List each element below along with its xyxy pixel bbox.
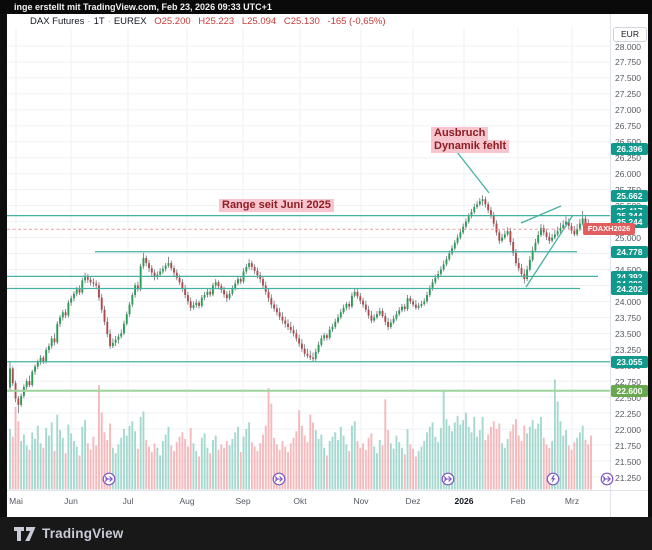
price-tick-label: 22.500 xyxy=(615,392,641,403)
legend-separator: · xyxy=(107,16,111,27)
time-tick-label: Feb xyxy=(510,496,526,506)
tradingview-logo-icon xyxy=(14,526,36,541)
time-tick-label: Okt xyxy=(293,496,307,506)
currency-button[interactable]: EUR xyxy=(613,27,647,42)
price-tick-label: 27.250 xyxy=(615,89,641,100)
price-axis-border xyxy=(610,14,611,517)
arrow-marker-icon[interactable] xyxy=(102,472,116,486)
annotation-line: Dynamik fehlt xyxy=(431,140,510,153)
price-tick-label: 25.000 xyxy=(615,233,641,244)
price-tick-label: 21.500 xyxy=(615,456,641,467)
price-tick-label: 24.000 xyxy=(615,296,641,307)
change-value: -165 (-0,65%) xyxy=(327,16,386,27)
time-tick-label: Nov xyxy=(353,496,369,506)
price-tick-label: 23.750 xyxy=(615,312,641,323)
arrow-marker-icon[interactable] xyxy=(600,472,614,486)
annotation-ausbruch[interactable]: Ausbruch Dynamik fehlt xyxy=(431,127,510,153)
price-tick-label: 27.500 xyxy=(615,73,641,84)
price-tick-label: 21.750 xyxy=(615,440,641,451)
price-tick-label: 26.000 xyxy=(615,169,641,180)
time-tick-label: Mai xyxy=(9,496,23,506)
tradingview-wordmark: TradingView xyxy=(42,526,124,541)
price-tick-label: 26.250 xyxy=(615,153,641,164)
chart-canvas[interactable] xyxy=(7,28,610,490)
ohlc-close: C25.130 xyxy=(283,16,320,27)
price-level-badge: 23.055 xyxy=(611,356,648,369)
price-level-badge: 25.662 xyxy=(611,189,648,202)
interval-label[interactable]: 1T xyxy=(93,16,105,27)
time-tick-label: Mrz xyxy=(564,496,580,506)
price-tick-label: 28.000 xyxy=(615,41,641,52)
trendlines-layer xyxy=(456,151,574,288)
tradingview-logo[interactable]: TradingView xyxy=(14,526,123,541)
grid-layer xyxy=(7,28,610,490)
legend-separator: · xyxy=(87,16,91,27)
volume-layer xyxy=(9,379,592,490)
price-level-badge: 26.396 xyxy=(611,142,648,155)
price-tick-label: 27.000 xyxy=(615,105,641,116)
symbol-name[interactable]: DAX Futures xyxy=(30,16,85,27)
time-tick-label: Jul xyxy=(122,496,134,506)
time-axis-border xyxy=(7,490,648,491)
price-tick-label: 26.750 xyxy=(615,121,641,132)
level-lines-layer xyxy=(7,214,610,392)
price-tick-label: 22.250 xyxy=(615,408,641,419)
price-tick-label: 23.500 xyxy=(615,328,641,339)
time-tick-label: Sep xyxy=(235,496,251,506)
bottom-bar: TradingView xyxy=(0,517,652,550)
annotation-range[interactable]: Range seit Juni 2025 xyxy=(219,199,334,212)
price-level-badge: 24.778 xyxy=(611,246,648,259)
annotation-line: Ausbruch xyxy=(431,127,489,140)
price-tick-label: 27.750 xyxy=(615,57,641,68)
time-tick-label: Dez xyxy=(405,496,421,506)
price-tick-label: 24.500 xyxy=(615,264,641,275)
contract-price-badge: FDAXH2026 xyxy=(583,222,635,235)
ohlc-open: O25.200 xyxy=(154,16,191,27)
time-tick-label: 2026 xyxy=(454,496,474,506)
price-tick-label: 22.000 xyxy=(615,424,641,435)
candles-layer xyxy=(9,195,592,414)
price-tick-label: 21.250 xyxy=(615,472,641,483)
time-tick-label: Aug xyxy=(179,496,195,506)
price-tick-label: 22.750 xyxy=(615,376,641,387)
time-tick-label: Jun xyxy=(64,496,78,506)
flash-marker-icon[interactable] xyxy=(546,472,560,486)
price-level-badge: 24.202 xyxy=(611,283,648,295)
arrow-marker-icon[interactable] xyxy=(441,472,455,486)
arrow-marker-icon[interactable] xyxy=(272,472,286,486)
annotation-line: Range seit Juni 2025 xyxy=(219,199,334,212)
symbol-legend: DAX Futures · 1T · EUREX O25.200 H25.223 L25… xyxy=(30,16,386,27)
price-tick-label: 23.250 xyxy=(615,344,641,355)
price-level-badge: 22.600 xyxy=(611,385,648,398)
exchange-label[interactable]: EUREX xyxy=(113,16,147,27)
ohlc-high: H25.223 xyxy=(198,16,235,27)
ohlc-low: L25.094 xyxy=(241,16,277,27)
price-tick-label: 26.500 xyxy=(615,137,649,147)
snapshot-caption: inge erstellt mit TradingView.com, Feb 2… xyxy=(0,0,652,14)
